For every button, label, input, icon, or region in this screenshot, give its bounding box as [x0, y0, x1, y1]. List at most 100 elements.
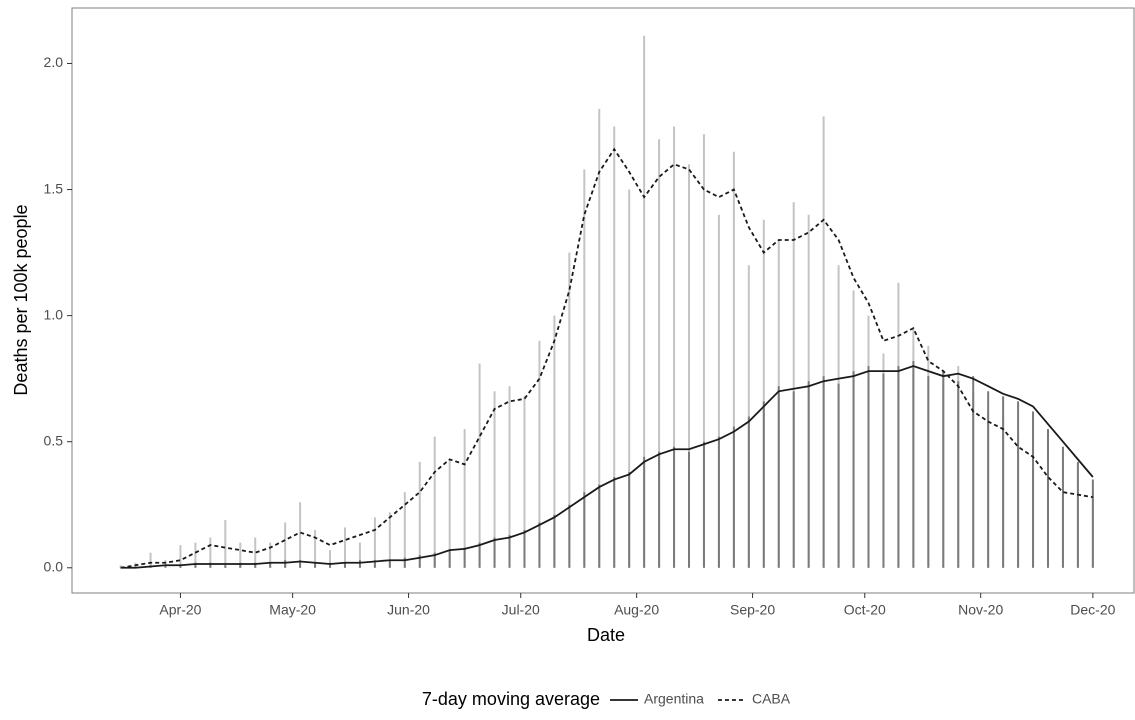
bar: [194, 542, 197, 568]
bar: [373, 517, 376, 568]
bar: [254, 562, 257, 568]
bar: [299, 502, 302, 568]
bar: [1002, 396, 1005, 568]
bar: [583, 169, 586, 568]
y-axis-title: Deaths per 100k people: [11, 204, 31, 395]
bar: [418, 555, 421, 568]
line: [120, 147, 1094, 569]
bar: [613, 477, 616, 568]
bar: [448, 459, 451, 568]
y-tick-label: 0.5: [44, 432, 64, 448]
bar: [702, 134, 705, 568]
bar: [538, 522, 541, 568]
bar: [717, 214, 720, 568]
bar: [1032, 411, 1035, 568]
y-tick-label: 0.0: [44, 558, 64, 574]
bar: [1046, 429, 1049, 568]
bar: [329, 550, 332, 568]
x-tick-label: Jul-20: [502, 602, 540, 618]
bar: [403, 557, 406, 568]
bar: [433, 552, 436, 568]
line: [120, 365, 1094, 569]
bar: [553, 315, 556, 568]
bar: [418, 461, 421, 568]
bar: [314, 529, 317, 568]
bar: [643, 456, 646, 568]
bar: [164, 565, 167, 568]
bar: [1076, 461, 1079, 568]
bar: [493, 391, 496, 568]
y-tick-label: 1.5: [44, 180, 64, 196]
x-axis-title: Date: [587, 625, 625, 645]
bar: [448, 550, 451, 568]
bar: [867, 366, 870, 568]
bar: [1061, 446, 1064, 568]
legend-title: 7-day moving average: [422, 689, 600, 709]
bar: [224, 519, 227, 568]
bar: [583, 492, 586, 568]
x-tick-label: May-20: [269, 602, 316, 618]
bar: [568, 252, 571, 568]
bar: [897, 366, 900, 568]
bar: [478, 542, 481, 568]
x-tick-label: Aug-20: [614, 602, 659, 618]
bar: [358, 542, 361, 568]
x-tick-label: Nov-20: [958, 602, 1003, 618]
bar: [149, 552, 152, 568]
bar: [433, 436, 436, 568]
bar: [688, 164, 691, 568]
legend-label: CABA: [752, 691, 791, 707]
bar: [254, 537, 257, 568]
bar: [343, 527, 346, 568]
bar: [523, 396, 526, 568]
bar: [927, 376, 930, 568]
bar: [643, 35, 646, 568]
bar: [792, 391, 795, 568]
bar: [119, 565, 122, 568]
bar: [598, 484, 601, 568]
bar: [523, 529, 526, 568]
legend: 7-day moving average Argentina CABA: [422, 689, 791, 709]
x-tick-label: Jun-20: [387, 602, 430, 618]
bar: [1091, 479, 1094, 568]
y-tick-label: 1.0: [44, 306, 64, 322]
bar: [822, 116, 825, 568]
bar: [598, 108, 601, 568]
bar: [1017, 401, 1020, 568]
bar: [299, 560, 302, 568]
bar: [987, 391, 990, 568]
bar: [837, 383, 840, 568]
bar: [209, 537, 212, 568]
bar: [762, 219, 765, 568]
bar: [224, 565, 227, 568]
bar: [717, 436, 720, 568]
bar: [388, 560, 391, 568]
bar: [807, 381, 810, 568]
bar: [463, 547, 466, 568]
bar: [343, 562, 346, 568]
bar: [613, 126, 616, 568]
bar: [882, 373, 885, 568]
x-tick-label: Apr-20: [159, 602, 201, 618]
bar: [493, 537, 496, 568]
bar: [688, 451, 691, 568]
bar: [732, 426, 735, 568]
bar: [957, 381, 960, 568]
bar: [912, 361, 915, 568]
bar: [628, 189, 631, 568]
bar: [762, 401, 765, 568]
bar: [164, 560, 167, 568]
legend-label: Argentina: [644, 691, 704, 707]
bar: [747, 416, 750, 568]
x-tick-label: Oct-20: [844, 602, 886, 618]
bar: [179, 565, 182, 568]
bar: [568, 504, 571, 568]
bar: [508, 386, 511, 568]
bar: [239, 562, 242, 568]
bar: [702, 441, 705, 568]
bar: [403, 492, 406, 568]
bar: [508, 535, 511, 568]
bar: [239, 542, 242, 568]
bar: [792, 202, 795, 568]
